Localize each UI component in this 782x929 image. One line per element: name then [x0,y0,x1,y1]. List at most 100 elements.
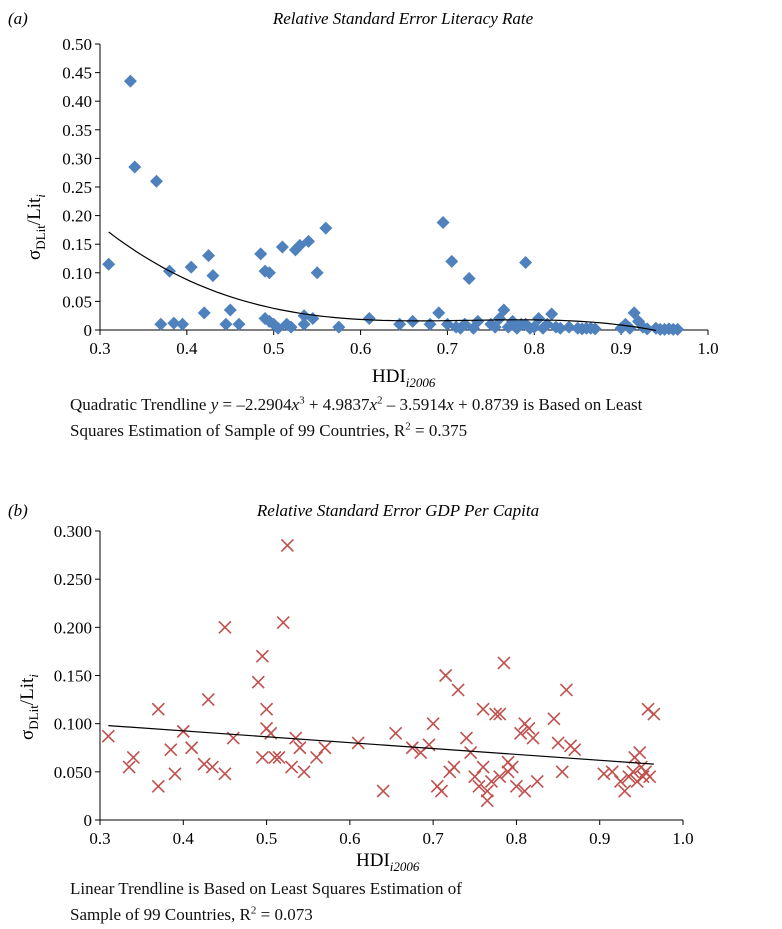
panel-label-b: (b) [8,501,28,520]
chart-panel-a: (a) Relative Standard Error Literacy Rat… [8,9,719,390]
x-tick-label: 0.9 [611,339,632,358]
data-point [168,767,182,781]
data-point [497,656,511,670]
data-point [605,765,619,779]
chart-panel-b: (b) Relative Standard Error GDP Per Capi… [8,501,694,874]
data-point [462,272,476,286]
data-point [497,303,511,317]
data-point [176,317,190,331]
data-point [260,702,274,716]
data-point [218,620,232,634]
data-point [562,320,576,334]
x-tick-label: 0.5 [256,829,277,848]
data-point [219,317,233,331]
data-point [505,760,519,774]
data-point [223,303,237,317]
data-point [493,707,507,721]
y-tick-label: 0.150 [54,667,92,686]
y-tick-label: 0.200 [54,618,92,637]
data-point [310,266,324,280]
caption-b-line1: Linear Trendline is Based on Least Squar… [70,879,462,898]
data-point [530,774,544,789]
data-point [519,256,533,270]
data-point [393,317,407,331]
data-point [445,254,459,268]
data-point [255,649,269,663]
data-point [476,760,490,774]
data-point [332,320,346,334]
y-tick-label: 0.250 [54,570,92,589]
data-point [362,312,376,326]
y-tick-label: 0.10 [62,264,92,283]
data-point [514,726,528,740]
data-point [201,693,215,707]
data-point [128,160,142,174]
data-point [255,750,269,764]
data-points-a [102,74,685,336]
y-tick-label: 0 [84,321,93,340]
data-point [553,321,567,335]
data-point [489,707,503,721]
x-axis-label-a: HDIi2006 [372,366,436,390]
data-point [618,784,632,798]
data-point [123,74,137,88]
axes-a [95,43,709,335]
y-tick-label: 0.35 [62,121,92,140]
data-point [588,322,602,336]
data-point [254,247,268,261]
data-point [205,760,220,774]
x-axis-label-b: HDIi2006 [356,850,420,874]
data-point [280,538,294,553]
y-tick-label: 0.20 [62,207,92,226]
data-point [318,741,332,755]
caption-a-line1: Quadratic Trendline y = –2.2904x3 + 4.98… [70,394,643,414]
data-point [197,757,211,771]
data-point [643,770,657,784]
data-point [405,741,419,755]
data-point [551,736,565,750]
tick-labels-b: 0 0.050 0.100 0.150 0.200 0.250 0.300 0.3 0.4 0.5… [54,522,694,848]
data-point [545,307,559,321]
y-tick-label: 0.100 [54,715,92,734]
data-point [301,234,315,248]
data-point [218,767,232,781]
data-point [480,794,494,808]
data-point [426,717,440,731]
data-point [597,767,611,781]
y-tick-label: 0.30 [62,149,92,168]
data-point [509,779,523,793]
data-point [122,760,136,774]
data-point [480,784,494,798]
data-point [376,784,390,798]
data-point [547,712,561,726]
data-point [164,743,178,757]
data-point [432,306,446,320]
data-point [476,702,490,716]
x-tick-label: 0.5 [263,339,284,358]
data-point [613,774,628,789]
y-tick-label: 0.300 [54,522,92,541]
data-point [626,765,640,779]
data-point [436,215,450,229]
tick-labels-a: 0 0.05 0.10 0.15 0.20 0.25 0.30 0.35 0.40 0.45 0.5… [62,35,718,358]
y-tick-label: 0.50 [62,35,92,54]
data-point [284,320,298,334]
chart-title-b: Relative Standard Error GDP Per Capita [256,501,539,520]
data-point [319,221,333,235]
data-point [268,750,282,764]
data-point [623,321,637,335]
axes-b [95,530,684,825]
x-tick-label: 0.6 [350,339,371,358]
x-tick-label: 0.7 [423,829,445,848]
data-point [671,322,685,336]
y-tick-label: 0.45 [62,64,92,83]
data-point [184,260,198,274]
data-point [151,779,165,793]
y-tick-label: 0.25 [62,178,92,197]
data-point [272,750,286,764]
x-tick-label: 0.7 [437,339,459,358]
data-point [447,760,461,774]
data-point [149,174,163,188]
panel-label-a: (a) [8,9,28,28]
